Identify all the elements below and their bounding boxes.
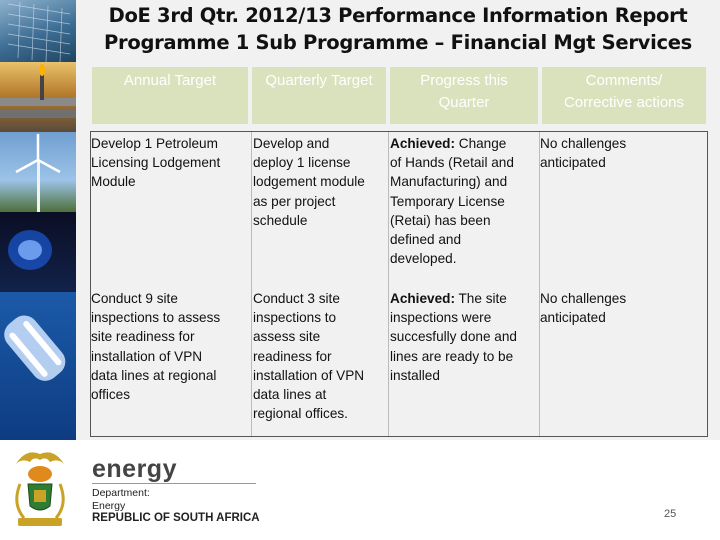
- row1-comments: No challenges anticipated: [540, 136, 627, 171]
- header-label: Corrective actions: [563, 94, 685, 111]
- header-label: Annual Target: [123, 72, 217, 89]
- row1-annual-target: Develop 1 Petroleum Licensing Lodgement …: [91, 136, 221, 190]
- header-annual-target: Annual Target: [92, 67, 248, 124]
- energy-wordmark: energy: [92, 455, 177, 483]
- column-divider: [251, 132, 252, 436]
- row2-progress: Achieved: The site inspections were succ…: [390, 291, 517, 383]
- light-bulb-photo: [0, 292, 76, 440]
- row1-progress: Achieved: Change of Hands (Retail and Ma…: [390, 136, 514, 267]
- row1-quarterly-target: Develop and deploy 1 license lodgement m…: [253, 136, 365, 228]
- header-label: Progress this: [420, 72, 508, 89]
- title-line-2: Programme 1 Sub Programme – Financial Mg…: [104, 31, 692, 54]
- performance-table: Develop 1 Petroleum Licensing Lodgement …: [90, 131, 708, 437]
- row2-comments: No challenges anticipated: [540, 291, 627, 326]
- page-title: DoE 3rd Qtr. 2012/13 Performance Informa…: [76, 2, 720, 56]
- coat-of-arms-logo: [15, 452, 65, 526]
- header-progress: Progress this Quarter: [390, 67, 538, 124]
- footer-divider: [92, 483, 256, 484]
- gas-flame-photo: [0, 212, 76, 292]
- solar-panel-photo: [0, 0, 76, 62]
- header-label: Comments/: [585, 72, 663, 89]
- row2-quarterly-target: Conduct 3 site inspections to assess sit…: [253, 291, 365, 422]
- header-label: Quarter: [438, 94, 490, 111]
- page-number: 25: [664, 508, 677, 520]
- column-divider: [539, 132, 540, 436]
- column-divider: [388, 132, 389, 436]
- row2-annual-target: Conduct 9 site inspections to assess sit…: [91, 291, 221, 403]
- header-comments: Comments/ Corrective actions: [542, 67, 706, 124]
- photo-sidebar: [0, 0, 76, 440]
- header-quarterly-target: Quarterly Target: [252, 67, 386, 124]
- department-name: Department: Energy REPUBLIC OF SOUTH AFR…: [92, 487, 260, 524]
- title-line-1: DoE 3rd Qtr. 2012/13 Performance Informa…: [108, 4, 688, 27]
- wind-turbine-photo: [0, 132, 76, 212]
- refinery-photo: [0, 62, 76, 132]
- header-label: Quarterly Target: [265, 72, 373, 89]
